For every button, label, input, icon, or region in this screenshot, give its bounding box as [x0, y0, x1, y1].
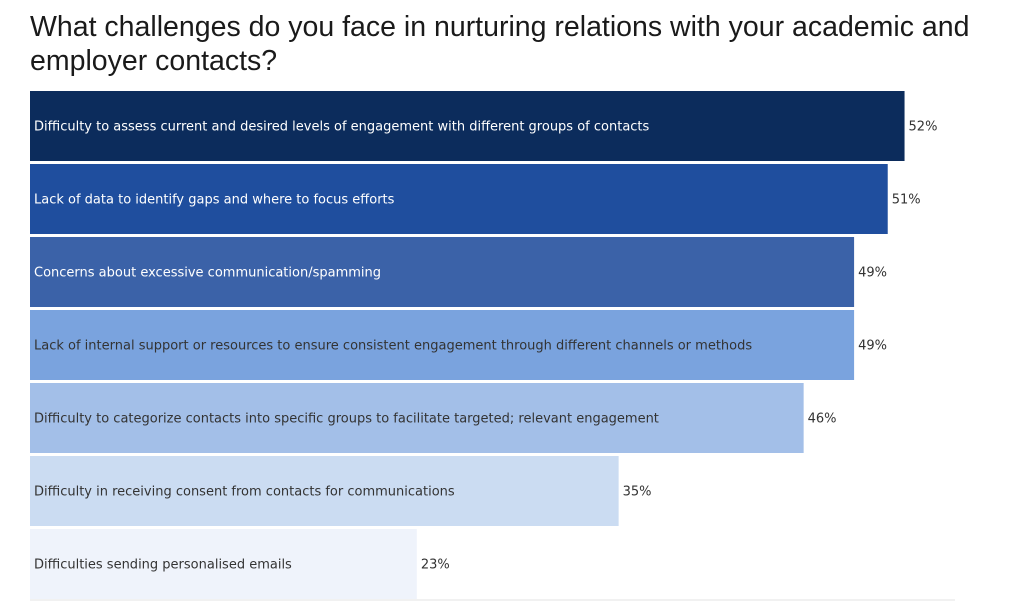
category-label: Concerns about excessive communication/s… [34, 266, 381, 281]
category-label: Lack of internal support or resources to… [34, 339, 752, 354]
chart-title: What challenges do you face in nurturing… [30, 11, 970, 77]
value-label: 51% [892, 193, 921, 208]
bar [30, 456, 619, 526]
bar [30, 91, 905, 161]
value-label: 52% [909, 120, 938, 135]
category-label: Difficulty to categorize contacts into s… [34, 412, 659, 427]
bar [30, 310, 855, 380]
bar [30, 164, 888, 234]
value-label: 23% [421, 558, 450, 573]
category-label: Difficulty to assess current and desired… [34, 120, 650, 135]
value-label: 46% [808, 412, 837, 427]
bar [30, 237, 855, 307]
category-label: Difficulty in receiving consent from con… [34, 485, 455, 500]
value-label: 35% [623, 485, 652, 500]
category-label: Difficulties sending personalised emails [34, 558, 292, 573]
bar [30, 383, 804, 453]
value-label: 49% [858, 266, 887, 281]
value-label: 49% [858, 339, 887, 354]
category-label: Lack of data to identify gaps and where … [34, 193, 395, 208]
bar [30, 529, 417, 599]
